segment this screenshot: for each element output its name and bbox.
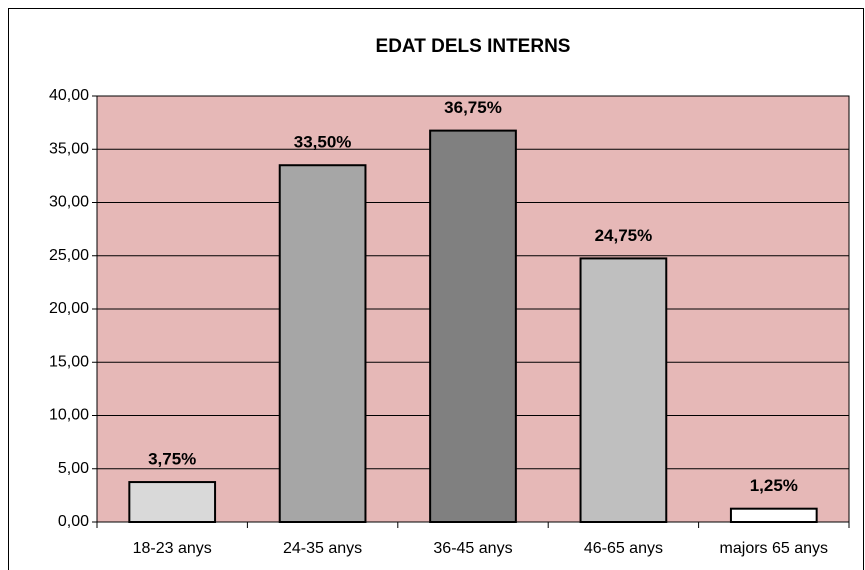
y-tick-label: 15,00 <box>49 353 89 370</box>
x-tick-label: 46-65 anys <box>584 540 663 557</box>
y-tick-label: 40,00 <box>49 87 89 104</box>
bar <box>128 481 217 523</box>
x-tick-label: 24-35 anys <box>283 540 362 557</box>
data-label: 3,75% <box>148 450 196 469</box>
chart-title: EDAT DELS INTERNS <box>376 36 571 57</box>
bar <box>429 129 517 524</box>
y-tick-label: 35,00 <box>49 140 89 157</box>
data-label: 36,75% <box>444 98 502 117</box>
y-tick-label: 30,00 <box>49 194 89 211</box>
y-tick-label: 25,00 <box>49 247 89 264</box>
bar <box>278 164 367 523</box>
x-tick-label: 18-23 anys <box>133 540 212 557</box>
y-tick-label: 10,00 <box>49 407 89 424</box>
bar <box>579 257 668 523</box>
data-label: 33,50% <box>294 133 352 152</box>
bar <box>729 507 818 523</box>
data-label: 1,25% <box>750 476 798 495</box>
data-label: 24,75% <box>595 226 653 245</box>
x-tick-label: majors 65 anys <box>720 540 829 557</box>
x-tick-label: 36-45 anys <box>433 540 512 557</box>
y-tick-label: 20,00 <box>49 300 89 317</box>
y-tick-label: 0,00 <box>58 513 89 530</box>
y-tick-label: 5,00 <box>58 460 89 477</box>
